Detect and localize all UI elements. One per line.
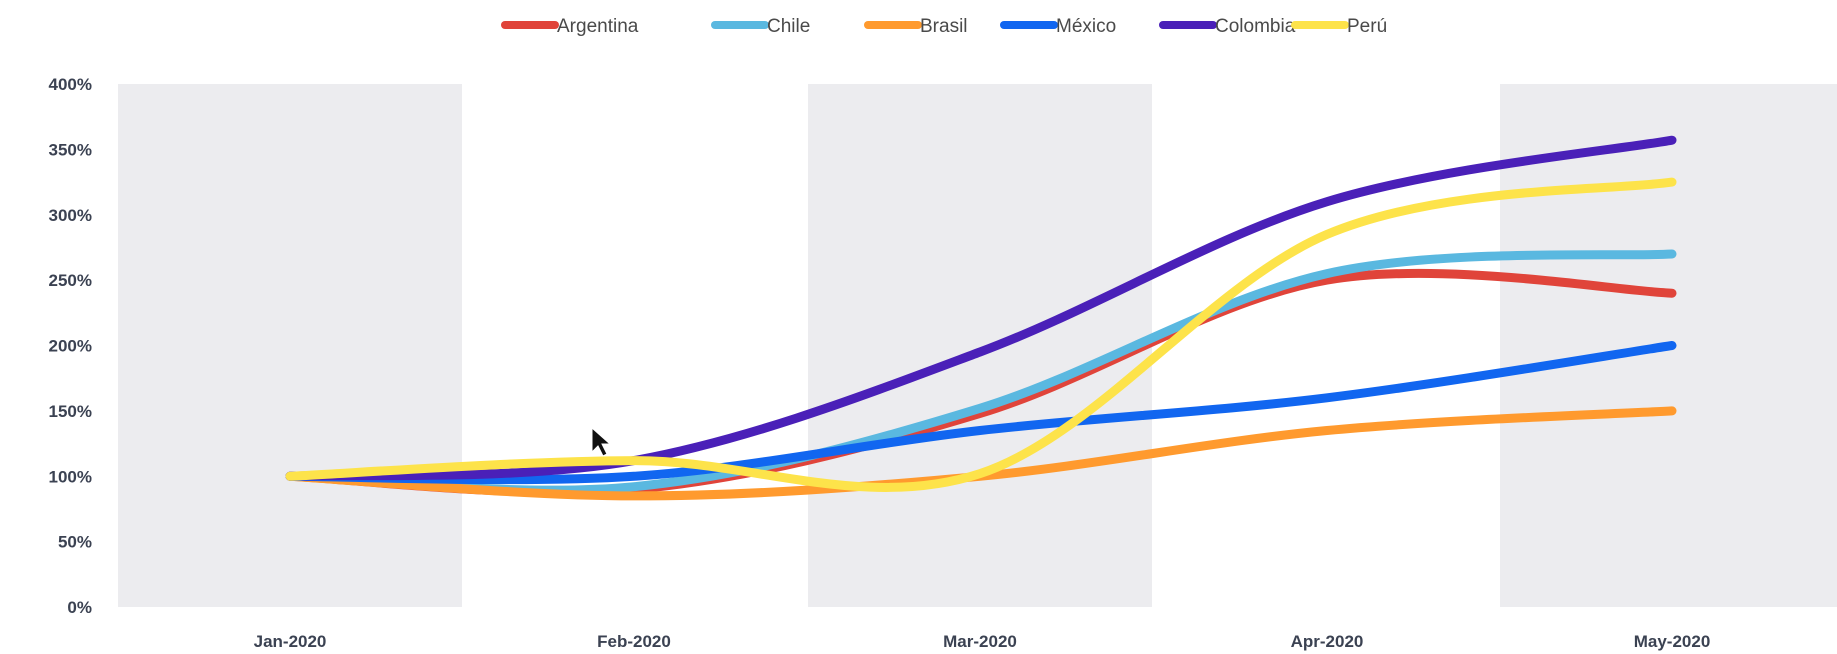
y-tick-label: 0%	[67, 598, 92, 617]
y-tick-label: 200%	[49, 337, 92, 356]
y-tick-label: 300%	[49, 206, 92, 225]
legend-item-brasil: Brasil	[864, 16, 968, 37]
legend-label: Chile	[767, 16, 810, 37]
y-tick-label: 250%	[49, 271, 92, 290]
series-line-colombia	[285, 135, 1677, 481]
x-tick-label: May-2020	[1634, 632, 1711, 651]
mouse-cursor-icon	[591, 426, 612, 457]
x-tick-label: Feb-2020	[597, 632, 671, 651]
y-axis: 0% 50% 100% 150% 200% 250% 300% 350% 400%	[49, 75, 92, 617]
x-axis: Jan-2020 Feb-2020 Mar-2020 Apr-2020 May-2020	[254, 632, 1711, 651]
y-tick-label: 350%	[49, 140, 92, 159]
series-line-peru	[285, 177, 1677, 492]
legend-label: Argentina	[557, 16, 639, 37]
series-line-mexico	[285, 341, 1677, 485]
plot-area	[285, 135, 1677, 501]
legend-label: Colombia	[1215, 16, 1296, 37]
y-tick-label: 400%	[49, 75, 92, 94]
x-tick-label: Apr-2020	[1291, 632, 1364, 651]
legend: Argentina Chile Brasil México Colombia Perú	[501, 16, 1387, 37]
column-band	[808, 84, 1152, 607]
legend-item-argentina: Argentina	[501, 16, 639, 37]
y-tick-label: 50%	[58, 533, 92, 552]
legend-label: Brasil	[920, 16, 968, 37]
y-tick-label: 100%	[49, 467, 92, 486]
legend-label: México	[1056, 16, 1116, 37]
legend-label: Perú	[1347, 16, 1387, 37]
column-bands	[118, 84, 1837, 607]
x-tick-label: Mar-2020	[943, 632, 1017, 651]
legend-item-colombia: Colombia	[1159, 16, 1296, 37]
legend-item-chile: Chile	[711, 16, 810, 37]
legend-item-peru: Perú	[1291, 16, 1387, 37]
y-tick-label: 150%	[49, 402, 92, 421]
column-band	[118, 84, 462, 607]
x-tick-label: Jan-2020	[254, 632, 327, 651]
legend-item-mexico: México	[1000, 16, 1116, 37]
